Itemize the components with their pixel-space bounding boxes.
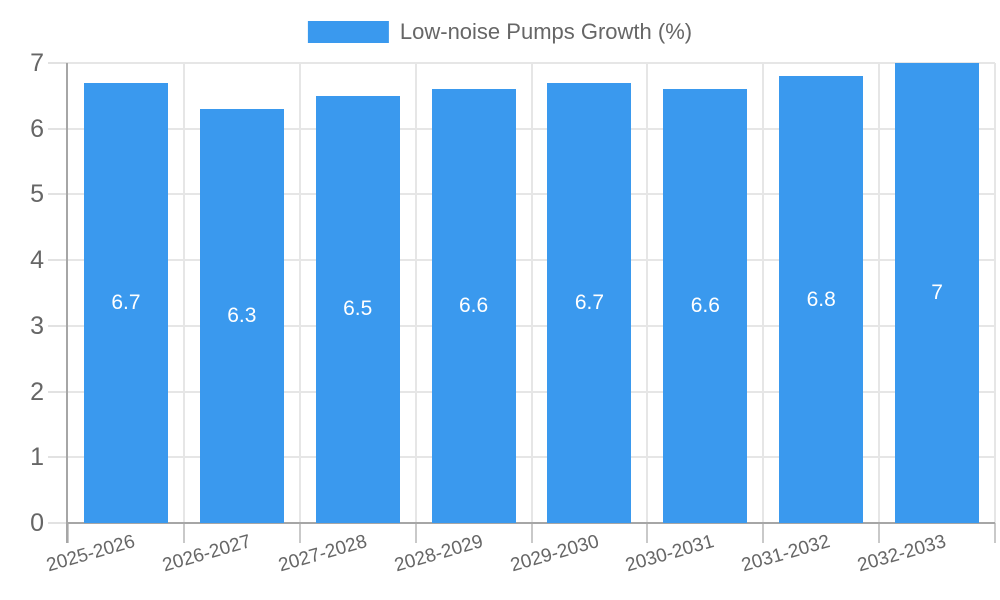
x-tick-label: 2030-2031 [623,531,717,577]
x-tick-mark [530,523,533,543]
x-gridline [530,63,533,523]
bar-value-label: 6.6 [458,294,489,318]
y-tick-label: 0 [30,509,44,537]
x-tick-mark [414,523,417,543]
y-tick-mark [48,193,68,196]
y-tick-label: 5 [30,180,44,209]
y-tick-mark [48,456,68,459]
x-tick-mark [762,523,765,543]
x-gridline [994,63,996,523]
bar [83,82,168,523]
x-gridline [762,63,765,523]
y-tick-mark [48,62,68,64]
bar-value-label: 6.7 [574,290,605,314]
bar [663,89,748,523]
y-tick-label: 4 [30,246,44,275]
chart-legend[interactable]: Low-noise Pumps Growth (%) [307,19,693,44]
y-tick-label: 6 [30,114,44,143]
x-tick-label: 2027-2028 [276,531,370,577]
x-tick-mark [182,523,185,543]
x-tick-label: 2025-2026 [44,531,138,577]
bar-value-label: 6.8 [806,287,836,311]
x-tick-label: 2031-2032 [739,531,833,577]
x-tick-mark [646,523,649,543]
bar-value-label: 6.6 [690,294,720,318]
bar [199,109,284,523]
x-gridline [878,63,881,523]
y-tick-mark [48,522,68,524]
x-tick-label: 2028-2029 [391,531,486,577]
bar [431,89,516,523]
bar [779,76,864,523]
y-tick-mark [48,259,68,262]
x-tick-mark [67,523,69,543]
x-tick-label: 2032-2033 [855,531,949,577]
bar [315,95,400,523]
x-tick-mark [878,523,881,543]
x-tick-mark [994,523,996,543]
y-axis-line [66,63,68,543]
legend-swatch [307,21,389,43]
x-tick-label: 2029-2030 [507,531,601,577]
bar-value-label: 6.5 [343,297,373,321]
bar-value-label: 6.7 [111,290,141,314]
legend-label: Low-noise Pumps Growth (%) [399,19,693,44]
x-axis-line [66,522,995,524]
y-tick-label: 1 [30,443,44,472]
x-gridline [298,63,301,523]
y-tick-mark [48,127,68,130]
y-tick-mark [48,324,68,327]
y-tick-label: 7 [30,49,44,77]
x-gridline [414,63,417,523]
bar-value-label: 6.3 [227,304,257,327]
y-tick-label: 2 [30,377,44,406]
y-tick-label: 3 [30,311,44,340]
bar [895,63,980,523]
x-gridline [182,63,185,523]
x-tick-mark [298,523,301,543]
x-tick-label: 2026-2027 [160,531,254,577]
x-gridline [646,63,649,523]
bar-value-label: 7 [931,281,943,304]
y-tick-mark [48,390,68,393]
bar [547,82,632,523]
